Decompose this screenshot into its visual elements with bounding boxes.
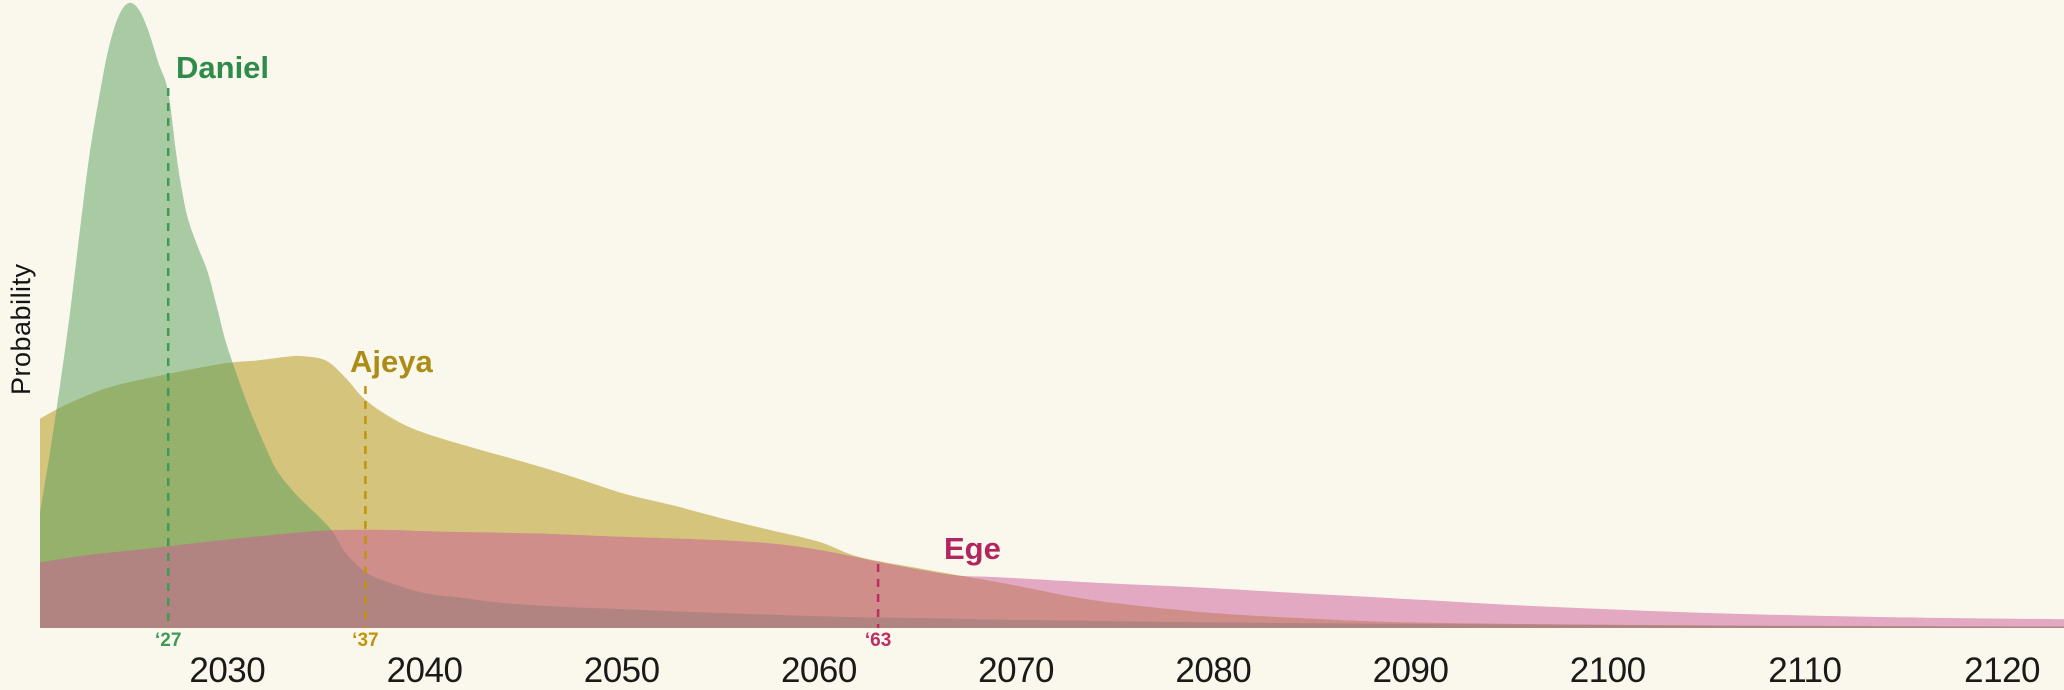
x-axis-tick-2080: 2080 — [1175, 651, 1252, 690]
x-axis-tick-2090: 2090 — [1372, 651, 1449, 690]
daniel-series-label: Daniel — [176, 50, 270, 85]
ege-median-year-label: ‘63 — [864, 630, 892, 651]
x-axis-tick-2110: 2110 — [1768, 651, 1842, 690]
x-axis-tick-2040: 2040 — [386, 651, 463, 690]
x-axis-tick-2120: 2120 — [1964, 651, 2041, 690]
daniel-median-year-label: ‘27 — [154, 630, 182, 651]
x-axis-tick-2050: 2050 — [583, 651, 660, 690]
x-axis-tick-2100: 2100 — [1569, 651, 1646, 690]
ajeya-median-year-label: ‘37 — [352, 630, 379, 651]
x-axis-tick-2070: 2070 — [978, 651, 1055, 690]
ege-series-label: Ege — [944, 531, 1001, 566]
ajeya-series-label: Ajeya — [350, 344, 433, 379]
x-axis-tick-2060: 2060 — [780, 651, 857, 690]
ege-distribution-curve — [40, 529, 2064, 628]
y-axis-label: Probability — [6, 263, 36, 395]
x-axis-tick-2030: 2030 — [189, 651, 266, 690]
